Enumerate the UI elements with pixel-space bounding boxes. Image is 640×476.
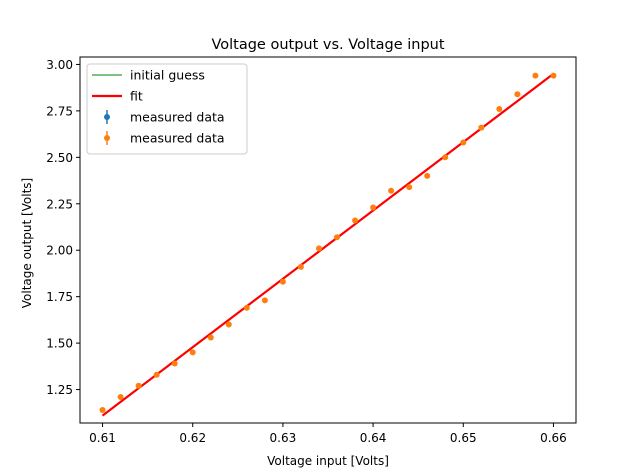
data-point: [117, 394, 124, 400]
data-point: [406, 184, 413, 191]
legend-label: measured data: [130, 131, 225, 146]
data-point: [261, 297, 268, 304]
data-point: [424, 172, 431, 179]
chart-title: Voltage output vs. Voltage input: [211, 37, 444, 53]
data-point: [99, 407, 106, 413]
y-tick-label: 2.00: [46, 244, 73, 258]
y-tick-label: 1.50: [46, 337, 73, 351]
data-point: [135, 382, 142, 389]
fit-line: [101, 72, 555, 417]
x-tick-label: 0.61: [89, 431, 116, 445]
y-tick-label: 2.75: [46, 104, 73, 118]
legend-marker-swatch: [104, 135, 110, 141]
x-tick-label: 0.63: [270, 431, 297, 445]
data-point: [207, 334, 214, 341]
y-tick-label: 1.75: [46, 290, 73, 304]
data-point: [171, 360, 178, 367]
y-axis-label: Voltage output [Volts]: [20, 178, 34, 309]
legend-marker-swatch: [104, 114, 110, 120]
data-point: [334, 234, 340, 241]
data-point: [316, 245, 322, 252]
legend-label: fit: [130, 89, 143, 104]
x-tick-label: 0.64: [360, 431, 387, 445]
y-tick-label: 1.25: [46, 383, 73, 397]
data-point: [442, 154, 449, 161]
x-tick-label: 0.65: [450, 431, 477, 445]
data-point: [370, 204, 377, 211]
legend: initial guess fit measured data measured d…: [86, 63, 248, 155]
x-tick-label: 0.66: [540, 431, 567, 445]
axes-frame: [79, 56, 577, 424]
data-point: [478, 124, 485, 131]
x-tick-label: 0.62: [179, 431, 206, 445]
data-point: [297, 263, 304, 270]
data-point: [460, 139, 467, 146]
data-point: [189, 349, 196, 356]
x-axis-label: Voltage input [Volts]: [267, 454, 389, 468]
y-tick-label: 2.25: [46, 197, 73, 211]
data-point: [514, 91, 521, 98]
plot-area: 0.61 0.62 0.63 0.64 0.65 0.66 1.25 1.50 1.75 2.00…: [46, 56, 577, 445]
data-point: [532, 72, 539, 79]
legend-label: measured data: [130, 110, 225, 125]
y-tick-label: 2.50: [46, 151, 73, 165]
data-point: [496, 106, 503, 112]
data-point: [388, 187, 395, 194]
legend-box: [86, 63, 248, 155]
data-point: [225, 321, 232, 328]
legend-label: initial guess: [130, 68, 205, 83]
data-point: [279, 278, 286, 285]
data-point: [550, 72, 557, 79]
data-point: [352, 217, 359, 224]
y-tick-label: 3.00: [46, 58, 73, 72]
data-point: [243, 304, 250, 311]
data-point: [153, 371, 160, 378]
